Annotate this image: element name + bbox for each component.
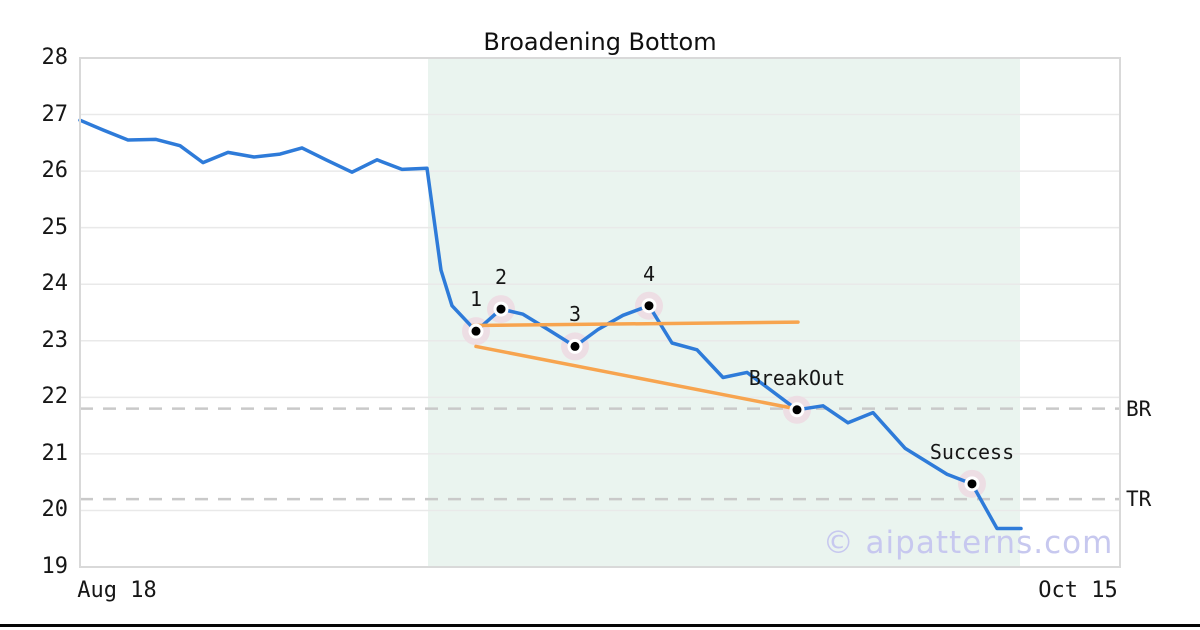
y-tick-label: 27 (41, 101, 69, 127)
ref-line-label-br: BR (1126, 396, 1152, 421)
pattern-shaded-region (428, 58, 1020, 567)
ref-line-label-tr: TR (1126, 487, 1152, 512)
marker-dot (471, 326, 481, 336)
marker-dot (644, 301, 654, 311)
marker-dot (496, 304, 506, 314)
y-tick-label: 21 (41, 440, 69, 466)
pattern-point-label: Success (929, 439, 1015, 464)
y-tick-label: 20 (41, 497, 69, 523)
pattern-point-label: 4 (642, 261, 656, 286)
marker-dot (792, 405, 802, 415)
bottom-accent-bar (0, 624, 1200, 627)
y-tick-label: 19 (41, 554, 69, 579)
y-tick-label: 25 (41, 214, 69, 240)
marker-dot (570, 341, 580, 351)
pattern-point-label: 2 (494, 265, 508, 290)
y-tick-label: 24 (41, 271, 69, 297)
y-tick-label: 22 (41, 384, 69, 410)
y-tick-label: 28 (41, 45, 69, 70)
trendline-upper (471, 320, 800, 328)
x-tick-label: Aug 18 (77, 578, 157, 603)
pattern-point-label: BreakOut (748, 365, 846, 390)
pattern-point-label: 1 (469, 287, 483, 312)
price-line (78, 118, 1023, 531)
plot-border (79, 57, 1121, 568)
x-tick-label: Oct 15 (1038, 578, 1118, 603)
y-tick-label: 26 (41, 158, 69, 184)
watermark: © aipatterns.com (822, 525, 1114, 561)
marker-dot (967, 479, 977, 489)
chart-title: Broadening Bottom (483, 28, 717, 56)
trendline-lower (474, 344, 797, 411)
y-tick-label: 23 (41, 327, 69, 353)
pattern-point-label: 3 (568, 302, 582, 327)
